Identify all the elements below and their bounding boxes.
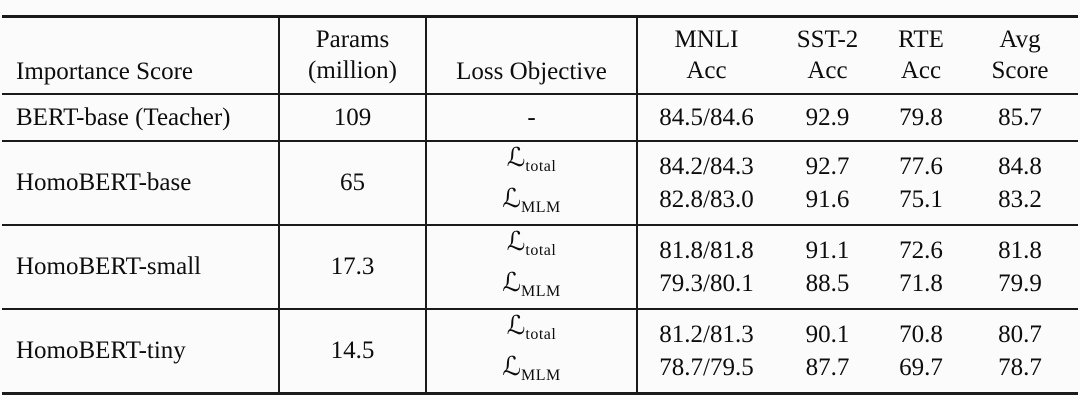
mnli-value: 82.8/83.0: [659, 186, 754, 213]
loss-value: -: [426, 94, 638, 141]
header-mnli-line2: Acc: [686, 57, 727, 84]
loss-total: ℒtotal: [427, 143, 635, 183]
model-name: HomoBERT-base: [2, 140, 279, 225]
table-row-teacher: BERT-base (Teacher) 109 - 84.5/84.6 92.9…: [2, 94, 1078, 141]
loss-subscript: MLM: [521, 283, 561, 300]
script-L-symbol: ℒ: [502, 352, 521, 382]
params-value: 14.5: [278, 308, 427, 394]
mnli-cell: 81.2/81.3 78.7/79.5: [637, 308, 775, 394]
rte-value: 77.6: [899, 153, 943, 180]
sst2-value: 92.9: [805, 103, 850, 131]
script-L-symbol: ℒ: [506, 311, 526, 341]
header-importance-score: Importance Score: [2, 16, 279, 95]
rte-value: 70.8: [899, 321, 943, 348]
loss-subscript: MLM: [521, 199, 561, 216]
mnli-value: 79.3/80.1: [659, 270, 754, 297]
loss-mlm: ℒMLM: [427, 183, 635, 224]
script-L-symbol: ℒ: [502, 268, 521, 298]
avg-cell: 84.8 83.2: [962, 140, 1078, 225]
avg-value: 84.8: [998, 153, 1042, 180]
loss-cell: ℒtotal ℒMLM: [426, 224, 638, 309]
header-mnli-line1: MNLI: [674, 26, 739, 53]
model-name: HomoBERT-small: [2, 224, 279, 309]
rte-value: 72.6: [899, 237, 943, 264]
header-rte-line2: Acc: [900, 57, 942, 84]
sst2-value: 90.1: [805, 321, 850, 348]
results-table: Importance Score Params (million) Loss O…: [2, 15, 1078, 395]
params-value: 109: [278, 94, 427, 141]
header-rte: RTE Acc: [880, 16, 962, 95]
avg-value: 81.8: [998, 237, 1042, 264]
header-mnli: MNLI Acc: [637, 16, 775, 95]
sst2-value: 88.5: [805, 270, 850, 297]
avg-value: 85.7: [998, 103, 1042, 131]
loss-cell: ℒtotal ℒMLM: [426, 140, 638, 225]
loss-subscript: total: [525, 158, 557, 175]
script-L-symbol: ℒ: [506, 227, 526, 257]
avg-cell: 81.8 79.9: [962, 224, 1078, 309]
loss-mlm: ℒMLM: [427, 351, 635, 392]
mnli-cell: 81.8/81.8 79.3/80.1: [637, 224, 775, 309]
header-sst2-line2: Acc: [807, 57, 848, 84]
header-params-line1: Params: [315, 26, 390, 53]
sst2-cell: 92.7 91.6: [775, 140, 880, 225]
header-row: Importance Score Params (million) Loss O…: [2, 16, 1078, 95]
table-row-homobert-tiny: HomoBERT-tiny 14.5 ℒtotal ℒMLM 81.2/81.3…: [2, 308, 1078, 394]
header-params: Params (million): [278, 16, 427, 95]
header-rte-line1: RTE: [898, 26, 944, 53]
rte-cell: 77.6 75.1: [880, 140, 962, 225]
loss-subscript: MLM: [521, 367, 561, 384]
rte-value: 75.1: [899, 186, 943, 213]
header-sst2-line1: SST-2: [796, 26, 859, 53]
table-row-homobert-small: HomoBERT-small 17.3 ℒtotal ℒMLM 81.8/81.…: [2, 224, 1078, 309]
script-L-symbol: ℒ: [502, 184, 521, 214]
header-sst2: SST-2 Acc: [775, 16, 880, 95]
rte-value: 71.8: [899, 270, 943, 297]
rte-cell: 72.6 71.8: [880, 224, 962, 309]
params-value: 17.3: [278, 224, 427, 309]
sst2-cell: 91.1 88.5: [775, 224, 880, 309]
mnli-cell: 84.2/84.3 82.8/83.0: [637, 140, 775, 225]
avg-value: 79.9: [998, 270, 1042, 297]
rte-value: 69.7: [899, 354, 943, 381]
sst2-value: 92.7: [805, 153, 850, 180]
rte-cell: 70.8 69.7: [880, 308, 962, 394]
avg-cell: 80.7 78.7: [962, 308, 1078, 394]
header-avg-line2: Score: [991, 57, 1049, 84]
sst2-cell: 90.1 87.7: [775, 308, 880, 394]
header-avg-line1: Avg: [999, 26, 1041, 53]
header-avg: Avg Score: [962, 16, 1078, 95]
loss-mlm: ℒMLM: [427, 267, 635, 308]
loss-subscript: total: [525, 326, 557, 343]
mnli-value: 81.8/81.8: [659, 237, 754, 264]
sst2-value: 91.1: [805, 237, 850, 264]
header-params-line2: (million): [308, 57, 397, 84]
sst2-value: 87.7: [805, 354, 850, 381]
table-row-homobert-base: HomoBERT-base 65 ℒtotal ℒMLM 84.2/84.3 8…: [2, 140, 1078, 225]
loss-subscript: total: [525, 242, 557, 259]
avg-value: 83.2: [998, 186, 1042, 213]
model-name: BERT-base (Teacher): [16, 103, 231, 131]
loss-total: ℒtotal: [427, 227, 635, 267]
model-name: HomoBERT-tiny: [2, 308, 279, 394]
mnli-value: 84.5/84.6: [659, 103, 754, 131]
script-L-symbol: ℒ: [506, 143, 526, 173]
avg-value: 80.7: [998, 321, 1042, 348]
avg-value: 78.7: [998, 354, 1042, 381]
header-loss-objective: Loss Objective: [426, 16, 638, 95]
rte-value: 79.8: [899, 103, 943, 131]
mnli-value: 81.2/81.3: [659, 321, 754, 348]
params-value: 65: [278, 140, 427, 225]
mnli-value: 78.7/79.5: [659, 354, 754, 381]
loss-total: ℒtotal: [427, 311, 635, 351]
loss-cell: ℒtotal ℒMLM: [426, 308, 638, 394]
mnli-value: 84.2/84.3: [659, 153, 754, 180]
sst2-value: 91.6: [805, 186, 850, 213]
